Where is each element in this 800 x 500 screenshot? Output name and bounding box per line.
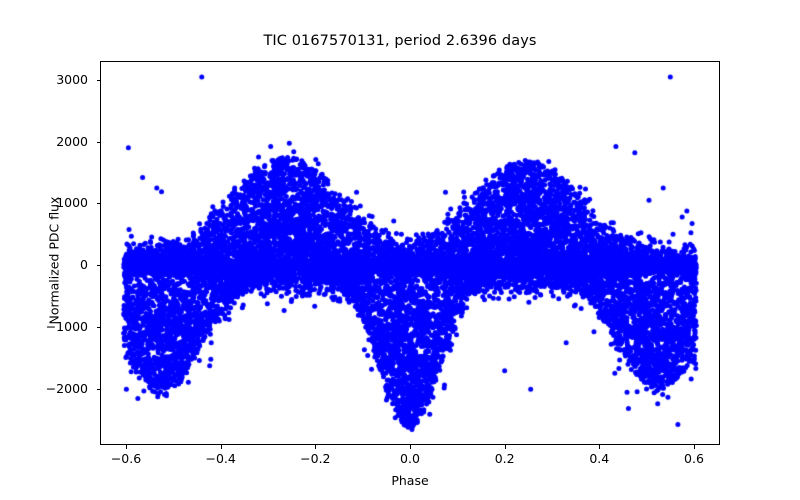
- scatter-plot-points: [101, 62, 719, 444]
- x-tick-label: 0.2: [494, 451, 515, 466]
- x-tick-label: 0.0: [400, 451, 420, 466]
- x-tick-label: 0.4: [589, 451, 610, 466]
- y-tick-label: 1000: [56, 195, 88, 211]
- y-tick-mark: [96, 389, 100, 391]
- y-tick-mark: [96, 79, 100, 81]
- x-tick-mark: [599, 445, 601, 449]
- x-tick-mark: [504, 445, 506, 449]
- y-tick-label: −2000: [45, 381, 88, 397]
- x-tick-mark: [693, 445, 695, 449]
- x-axis-label: Phase: [391, 473, 429, 488]
- y-axis-label: Normalized PDC flux: [46, 196, 62, 325]
- y-tick-mark: [96, 141, 100, 143]
- x-tick-mark: [315, 445, 317, 449]
- y-tick-mark: [96, 265, 100, 267]
- x-tick-label: −0.4: [205, 451, 236, 466]
- x-tick-label: 0.6: [684, 451, 704, 466]
- plot-axes: [100, 61, 720, 445]
- x-tick-label: −0.6: [110, 451, 142, 466]
- y-tick-mark: [96, 327, 100, 329]
- x-tick-mark: [126, 445, 128, 449]
- y-tick-mark: [96, 203, 100, 205]
- x-tick-mark: [220, 445, 222, 449]
- page-title: TIC 0167570131, period 2.6396 days: [263, 33, 537, 49]
- y-tick-label: 2000: [56, 133, 88, 149]
- y-tick-label: 0: [80, 257, 88, 273]
- y-tick-label: −1000: [45, 319, 88, 335]
- y-tick-label: 3000: [56, 71, 88, 87]
- x-tick-mark: [410, 445, 411, 449]
- x-tick-label: −0.2: [300, 451, 331, 466]
